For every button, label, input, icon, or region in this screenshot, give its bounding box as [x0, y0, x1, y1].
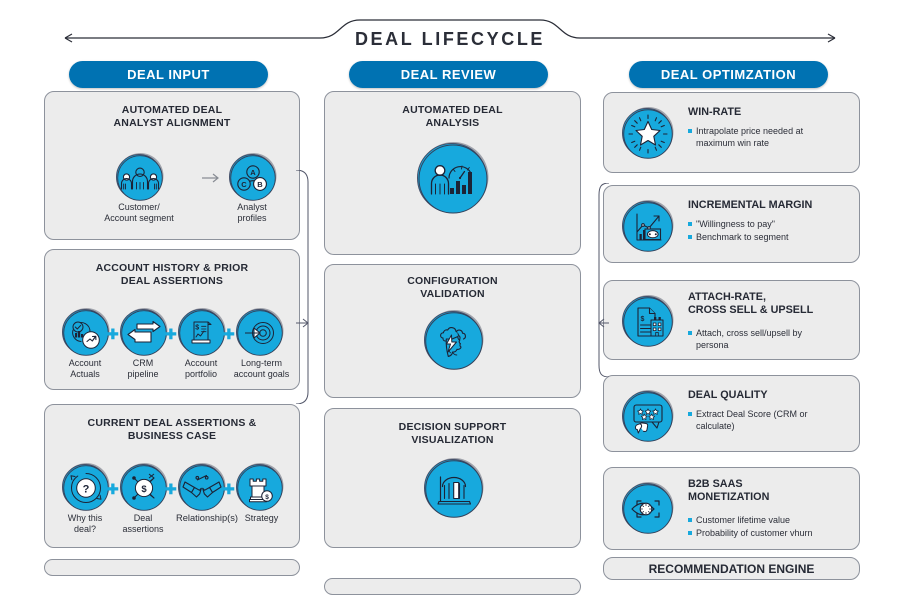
svg-text:$: $ — [195, 325, 199, 332]
svg-text:$: $ — [641, 316, 645, 323]
svg-text:C: C — [241, 180, 247, 189]
svg-text:B: B — [257, 180, 263, 189]
svg-text:$: $ — [141, 484, 147, 495]
svg-text:A: A — [250, 168, 256, 177]
svg-text:?: ? — [83, 484, 90, 496]
svg-text:$: $ — [265, 494, 269, 501]
